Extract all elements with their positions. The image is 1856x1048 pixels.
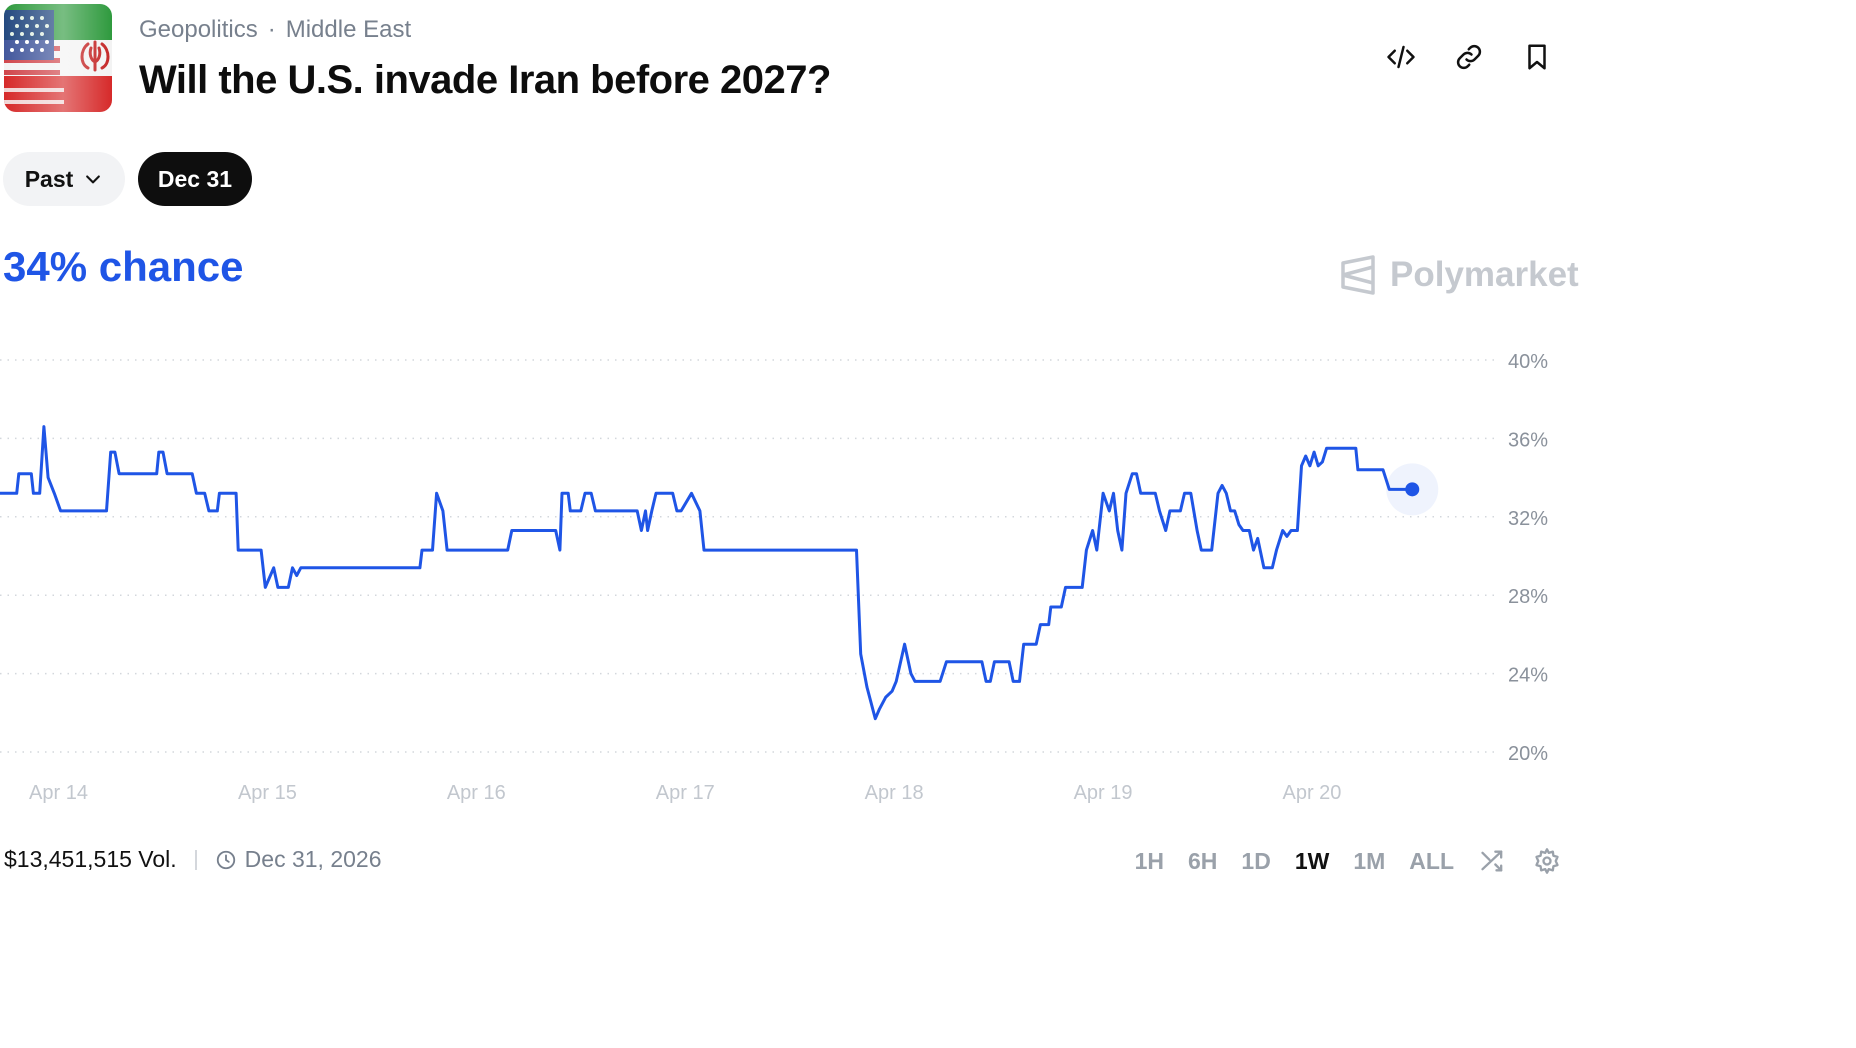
volume-readout: $13,451,515 Vol. <box>4 846 177 872</box>
y-tick-label: 24% <box>1508 665 1548 687</box>
series-line-yes <box>0 425 1413 721</box>
bookmark-icon <box>1528 44 1546 70</box>
breadcrumb-separator: · <box>267 16 276 43</box>
clock-icon <box>216 850 235 869</box>
x-tick-label: Apr 14 <box>29 782 88 804</box>
y-tick-label: 20% <box>1508 743 1548 765</box>
market-title: Will the U.S. invade Iran before 2027? <box>139 58 831 102</box>
market-footer: $13,451,515 Vol. Dec 31, 2026 <box>4 846 382 873</box>
past-dates-label: Past <box>24 165 74 192</box>
copy-link-button[interactable] <box>1450 38 1488 76</box>
polymarket-watermark: Polymarket <box>1340 255 1579 295</box>
chart-shuffle-button[interactable] <box>1478 846 1508 876</box>
link-icon <box>1456 44 1482 70</box>
price-history-chart[interactable]: 40%36%32%28%24%20% Apr 14 Apr 15 Apr 16 Apr… <box>0 330 1560 820</box>
end-date-label: Dec 31, 2026 <box>244 846 382 872</box>
footer-divider <box>194 849 197 870</box>
x-tick-label: Apr 19 <box>1074 782 1133 804</box>
embed-code-icon <box>1387 45 1415 69</box>
embed-button[interactable] <box>1382 38 1420 76</box>
market-thumbnail <box>4 4 112 112</box>
x-tick-label: Apr 20 <box>1283 782 1342 804</box>
breadcrumb: Geopolitics · Middle East <box>139 16 411 44</box>
chevron-down-icon <box>86 175 101 184</box>
time-range-selector: 1H 6H 1D 1W 1M ALL <box>1135 846 1562 876</box>
chart-settings-button[interactable] <box>1532 846 1562 876</box>
bookmark-button[interactable] <box>1518 38 1556 76</box>
current-point-marker[interactable] <box>1405 482 1420 497</box>
x-tick-label: Apr 15 <box>238 782 297 804</box>
past-dates-dropdown[interactable]: Past <box>3 152 125 206</box>
range-1w[interactable]: 1W <box>1294 847 1330 874</box>
chart-grid <box>0 359 1495 753</box>
header-actions <box>1382 38 1556 76</box>
x-axis-ticks: Apr 14 Apr 15 Apr 16 Apr 17 Apr 18 Apr 19 Apr … <box>29 782 1341 804</box>
range-all[interactable]: ALL <box>1409 847 1454 874</box>
y-tick-label: 40% <box>1508 351 1548 373</box>
breadcrumb-category[interactable]: Geopolitics <box>139 16 258 43</box>
gear-icon <box>1535 848 1559 874</box>
range-1h[interactable]: 1H <box>1134 847 1165 874</box>
polymarket-logo-icon <box>1341 255 1375 295</box>
selected-date-pill[interactable]: Dec 31 <box>138 152 252 206</box>
x-tick-label: Apr 16 <box>447 782 506 804</box>
x-tick-label: Apr 18 <box>865 782 924 804</box>
range-1d[interactable]: 1D <box>1241 847 1271 874</box>
y-tick-label: 32% <box>1508 508 1548 530</box>
range-6h[interactable]: 6H <box>1188 847 1218 874</box>
chance-readout: 34% chance <box>3 243 244 290</box>
breadcrumb-subcategory[interactable]: Middle East <box>285 16 412 43</box>
range-1m[interactable]: 1M <box>1353 847 1386 874</box>
y-tick-label: 28% <box>1508 586 1548 608</box>
polymarket-brand-name: Polymarket <box>1390 255 1579 294</box>
y-axis-ticks: 40% 36% 32% 28% 24% 20% <box>1508 351 1548 765</box>
shuffle-icon <box>1481 850 1503 872</box>
y-tick-label: 36% <box>1508 429 1548 451</box>
x-tick-label: Apr 17 <box>656 782 715 804</box>
end-date: Dec 31, 2026 <box>215 846 382 873</box>
us-iran-flag-image <box>4 4 112 112</box>
